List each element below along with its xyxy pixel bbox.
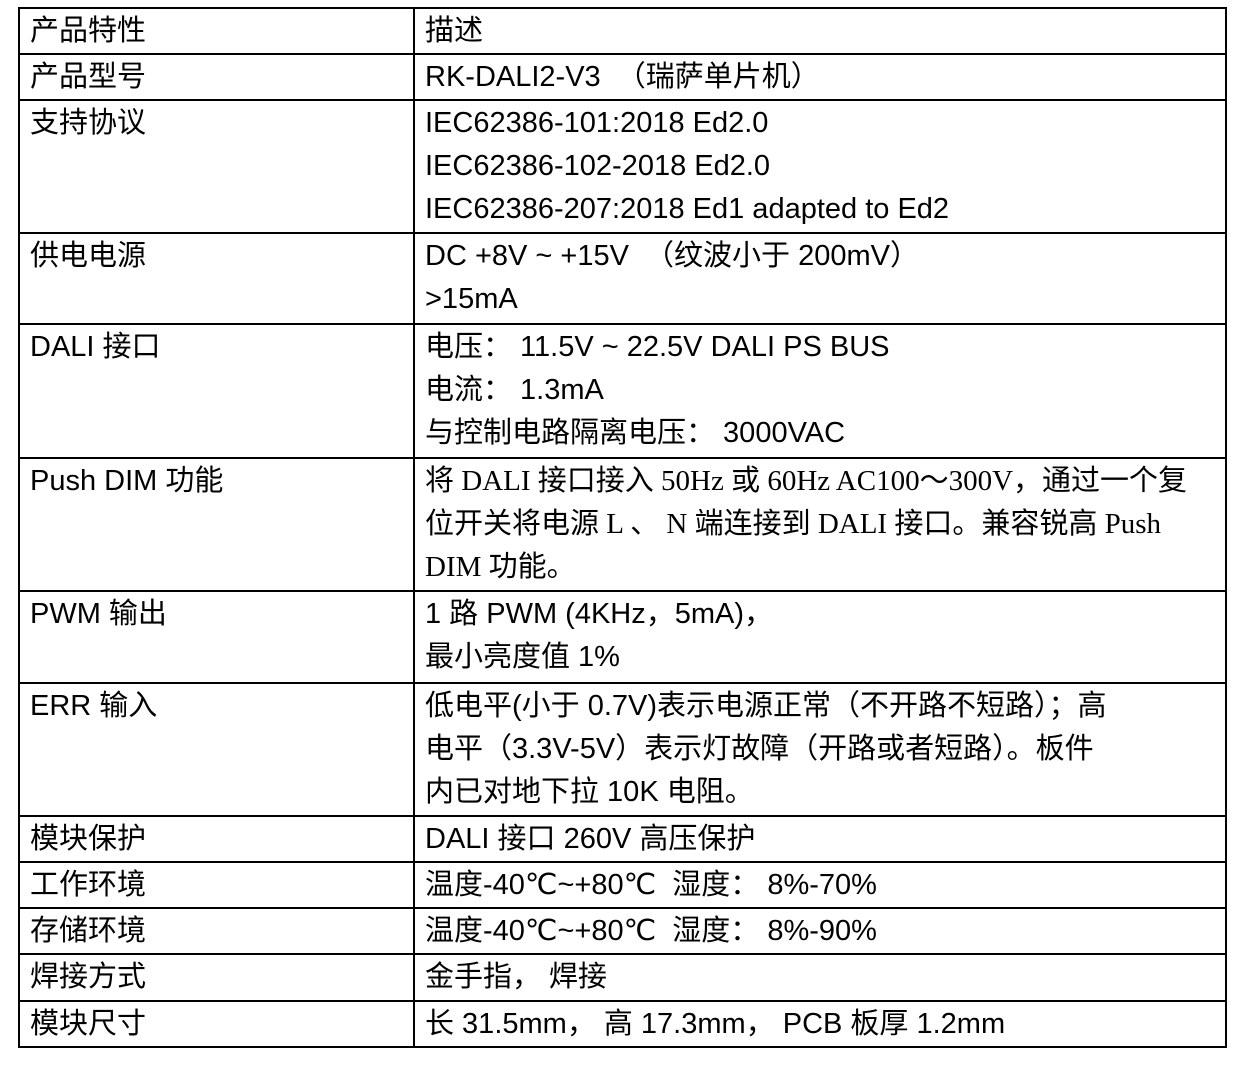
row-label: 供电电源 — [30, 240, 147, 272]
table-row-supported-protocols: 支持协议 IEC62386-101:2018 Ed2.0 IEC62386-10… — [18, 99, 1227, 234]
storage-environment-label: 存储环境 — [18, 907, 415, 955]
desc-line: 温度-40℃~+80℃ 湿度： 8%-70% — [425, 869, 877, 901]
pwm-output-label: PWM 输出 — [18, 590, 415, 684]
module-protection-label: 模块保护 — [18, 815, 415, 863]
desc-line: 内已对地下拉 10K 电阻。 — [425, 776, 754, 808]
row-label: 存储环境 — [30, 915, 147, 947]
desc-line: 低电平(小于 0.7V)表示电源正常（不开路不短路）；高 — [425, 690, 1107, 722]
desc-line: 与控制电路隔离电压： 3000VAC — [425, 417, 846, 449]
supported-protocols-label: 支持协议 — [18, 99, 415, 234]
desc-line: IEC62386-207:2018 Ed1 adapted to Ed2 — [425, 193, 950, 225]
soldering-method-label: 焊接方式 — [18, 953, 415, 1002]
module-dimensions-desc: 长 31.5mm， 高 17.3mm， PCB 板厚 1.2mm — [413, 1000, 1227, 1048]
operating-environment-desc: 温度-40℃~+80℃ 湿度： 8%-70% — [413, 861, 1227, 909]
row-label: 产品型号 — [30, 61, 147, 93]
desc-line: 电平（3.3V-5V）表示灯故障（开路或者短路）。板件 — [425, 733, 1094, 765]
table-row-power-supply: 供电电源 DC +8V ~ +15V （纹波小于 200mV） >15mA — [18, 232, 1227, 325]
table-row-product-model: 产品型号 RK-DALI2-V3 （瑞萨单片机） — [18, 53, 1227, 101]
product-model-label: 产品型号 — [18, 53, 415, 101]
row-label: ERR 输入 — [30, 690, 158, 722]
row-label: PWM 输出 — [30, 598, 167, 630]
supported-protocols-desc: IEC62386-101:2018 Ed2.0 IEC62386-102-201… — [413, 99, 1227, 234]
dali-interface-desc: 电压： 11.5V ~ 22.5V DALI PS BUS 电流： 1.3mA … — [413, 323, 1227, 459]
header-cell-feature: 产品特性 — [18, 7, 415, 55]
err-input-label: ERR 输入 — [18, 682, 415, 817]
table-row-soldering-method: 焊接方式 金手指， 焊接 — [18, 953, 1227, 1002]
soldering-method-desc: 金手指， 焊接 — [413, 953, 1227, 1002]
row-label: DALI 接口 — [30, 331, 161, 363]
row-label: 支持协议 — [30, 107, 147, 139]
product-spec-table: 产品特性 描述 产品型号 RK-DALI2-V3 （瑞萨单片机） 支持协议 IE… — [18, 7, 1227, 1048]
desc-line: 最小亮度值 1% — [425, 641, 620, 673]
table-row-err-input: ERR 输入 低电平(小于 0.7V)表示电源正常（不开路不短路）；高 电平（3… — [18, 682, 1227, 817]
product-model-desc: RK-DALI2-V3 （瑞萨单片机） — [413, 53, 1227, 101]
push-dim-function-desc: 将 DALI 接口接入 50Hz 或 60Hz AC100～300V，通过一个复… — [413, 457, 1227, 592]
table-row-module-dimensions: 模块尺寸 长 31.5mm， 高 17.3mm， PCB 板厚 1.2mm — [18, 1000, 1227, 1048]
desc-line: 位开关将电源 L 、 N 端连接到 DALI 接口。兼容锐高 Push — [425, 508, 1162, 540]
module-dimensions-label: 模块尺寸 — [18, 1000, 415, 1048]
row-label: Push DIM 功能 — [30, 465, 224, 497]
header-label-feature: 产品特性 — [30, 15, 147, 47]
push-dim-function-label: Push DIM 功能 — [18, 457, 415, 592]
err-input-desc: 低电平(小于 0.7V)表示电源正常（不开路不短路）；高 电平（3.3V-5V）… — [413, 682, 1227, 817]
header-cell-description: 描述 — [413, 7, 1227, 55]
table-row-storage-environment: 存储环境 温度-40℃~+80℃ 湿度： 8%-90% — [18, 907, 1227, 955]
row-label: 工作环境 — [30, 869, 147, 901]
storage-environment-desc: 温度-40℃~+80℃ 湿度： 8%-90% — [413, 907, 1227, 955]
table-row-dali-interface: DALI 接口 电压： 11.5V ~ 22.5V DALI PS BUS 电流… — [18, 323, 1227, 459]
row-label: 焊接方式 — [30, 961, 147, 993]
desc-line: 长 31.5mm， 高 17.3mm， PCB 板厚 1.2mm — [425, 1008, 1006, 1040]
desc-line: 1 路 PWM (4KHz，5mA)， — [425, 598, 774, 630]
desc-line: 电压： 11.5V ~ 22.5V DALI PS BUS — [425, 331, 890, 363]
table-row-operating-environment: 工作环境 温度-40℃~+80℃ 湿度： 8%-70% — [18, 861, 1227, 909]
desc-line: IEC62386-102-2018 Ed2.0 — [425, 150, 771, 182]
dali-interface-label: DALI 接口 — [18, 323, 415, 459]
power-supply-label: 供电电源 — [18, 232, 415, 325]
desc-line: DC +8V ~ +15V （纹波小于 200mV） — [425, 240, 919, 272]
desc-line: >15mA — [425, 283, 518, 315]
table-header-row: 产品特性 描述 — [18, 7, 1227, 55]
table-row-pwm-output: PWM 输出 1 路 PWM (4KHz，5mA)， 最小亮度值 1% — [18, 590, 1227, 684]
desc-line: DALI 接口 260V 高压保护 — [425, 823, 756, 855]
row-label: 模块尺寸 — [30, 1008, 147, 1040]
desc-line: 电流： 1.3mA — [425, 374, 604, 406]
row-label: 模块保护 — [30, 823, 147, 855]
header-label-description: 描述 — [425, 15, 484, 47]
desc-line: 将 DALI 接口接入 50Hz 或 60Hz AC100～300V，通过一个复 — [425, 465, 1188, 497]
table-row-module-protection: 模块保护 DALI 接口 260V 高压保护 — [18, 815, 1227, 863]
pwm-output-desc: 1 路 PWM (4KHz，5mA)， 最小亮度值 1% — [413, 590, 1227, 684]
power-supply-desc: DC +8V ~ +15V （纹波小于 200mV） >15mA — [413, 232, 1227, 325]
desc-line: 温度-40℃~+80℃ 湿度： 8%-90% — [425, 915, 877, 947]
desc-line: RK-DALI2-V3 （瑞萨单片机） — [425, 61, 820, 93]
module-protection-desc: DALI 接口 260V 高压保护 — [413, 815, 1227, 863]
desc-line: IEC62386-101:2018 Ed2.0 — [425, 107, 769, 139]
operating-environment-label: 工作环境 — [18, 861, 415, 909]
table-row-push-dim-function: Push DIM 功能 将 DALI 接口接入 50Hz 或 60Hz AC10… — [18, 457, 1227, 592]
desc-line: DIM 功能。 — [425, 551, 576, 583]
desc-line: 金手指， 焊接 — [425, 961, 608, 993]
